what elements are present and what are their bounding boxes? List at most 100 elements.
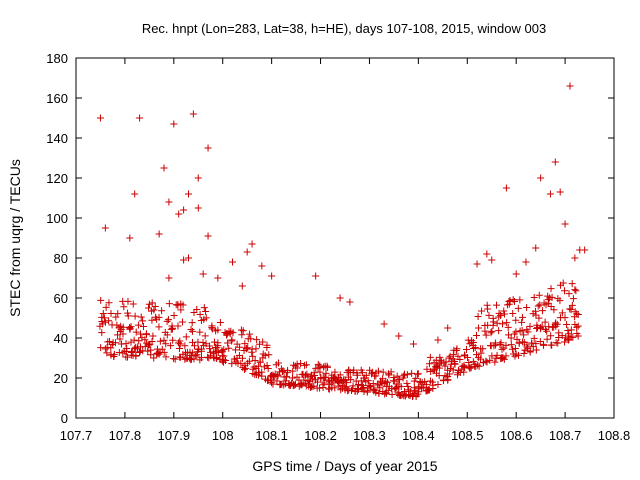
- data-point: [541, 325, 549, 333]
- data-point: [484, 305, 492, 313]
- data-point: [288, 374, 296, 382]
- data-point: [493, 351, 501, 359]
- data-point: [510, 297, 518, 305]
- data-point: [265, 351, 273, 359]
- data-point: [136, 114, 144, 122]
- data-point: [229, 258, 237, 266]
- data-point: [324, 363, 332, 371]
- data-point: [311, 371, 319, 379]
- data-point: [478, 307, 486, 315]
- data-point: [372, 372, 380, 380]
- data-point: [258, 368, 266, 376]
- data-point: [179, 301, 187, 309]
- data-point: [537, 174, 545, 182]
- x-tick-label: 108.6: [500, 428, 533, 443]
- y-tick-label: 180: [46, 51, 68, 66]
- data-point: [199, 339, 207, 347]
- data-point: [241, 340, 249, 348]
- data-point: [98, 329, 106, 337]
- data-point: [507, 334, 515, 342]
- data-point: [346, 298, 354, 306]
- data-point: [365, 381, 373, 389]
- data-point: [119, 330, 127, 338]
- data-point: [148, 316, 156, 324]
- data-point: [322, 369, 330, 377]
- data-point: [569, 333, 577, 341]
- data-point: [222, 356, 230, 364]
- data-point: [127, 323, 135, 331]
- data-point: [568, 280, 576, 288]
- data-point: [137, 330, 145, 338]
- data-point: [518, 326, 526, 334]
- data-point: [127, 338, 135, 346]
- data-point: [499, 320, 507, 328]
- data-point: [554, 339, 562, 347]
- data-point: [492, 341, 500, 349]
- data-point: [364, 377, 372, 385]
- data-point: [216, 318, 224, 326]
- data-point: [167, 342, 175, 350]
- data-point: [284, 366, 292, 374]
- data-point: [170, 312, 178, 320]
- data-point: [507, 341, 515, 349]
- data-point: [372, 388, 380, 396]
- data-point: [412, 374, 420, 382]
- data-point: [555, 329, 563, 337]
- data-point: [408, 369, 416, 377]
- data-point: [206, 342, 214, 350]
- data-point: [192, 352, 200, 360]
- data-point: [188, 319, 196, 327]
- data-point: [244, 344, 252, 352]
- data-point: [347, 376, 355, 384]
- data-point: [475, 362, 483, 370]
- data-point: [214, 274, 222, 282]
- data-point: [453, 345, 461, 353]
- data-point: [363, 387, 371, 395]
- data-point: [96, 114, 104, 122]
- data-point: [500, 310, 508, 318]
- data-point: [540, 341, 548, 349]
- data-point: [544, 299, 552, 307]
- data-point: [500, 355, 508, 363]
- data-point: [181, 342, 189, 350]
- data-point: [278, 368, 286, 376]
- data-point: [204, 232, 212, 240]
- data-point: [202, 314, 210, 322]
- data-point: [282, 373, 290, 381]
- data-point: [220, 345, 228, 353]
- data-point: [559, 279, 567, 287]
- data-point: [144, 341, 152, 349]
- y-tick-label: 40: [54, 331, 68, 346]
- data-point: [442, 358, 450, 366]
- data-point: [160, 348, 168, 356]
- x-tick-label: 108: [212, 428, 234, 443]
- data-point: [130, 336, 138, 344]
- data-point: [524, 328, 532, 336]
- data-point: [302, 361, 310, 369]
- data-point: [263, 362, 271, 370]
- data-point: [462, 345, 470, 353]
- data-point: [482, 357, 490, 365]
- data-point: [134, 321, 142, 329]
- data-point: [383, 378, 391, 386]
- data-point: [249, 352, 257, 360]
- data-point: [353, 387, 361, 395]
- data-point: [165, 274, 173, 282]
- data-point: [158, 307, 166, 315]
- x-tick-label: 108.4: [402, 428, 435, 443]
- data-point: [360, 387, 368, 395]
- data-point: [512, 316, 520, 324]
- data-point: [538, 322, 546, 330]
- data-point: [237, 359, 245, 367]
- data-point: [236, 343, 244, 351]
- data-point: [349, 382, 357, 390]
- data-point: [449, 366, 457, 374]
- data-point: [520, 349, 528, 357]
- data-point: [452, 346, 460, 354]
- data-point: [110, 353, 118, 361]
- data-point: [574, 311, 582, 319]
- data-point: [375, 389, 383, 397]
- data-point: [245, 357, 253, 365]
- data-point: [214, 339, 222, 347]
- data-point: [508, 345, 516, 353]
